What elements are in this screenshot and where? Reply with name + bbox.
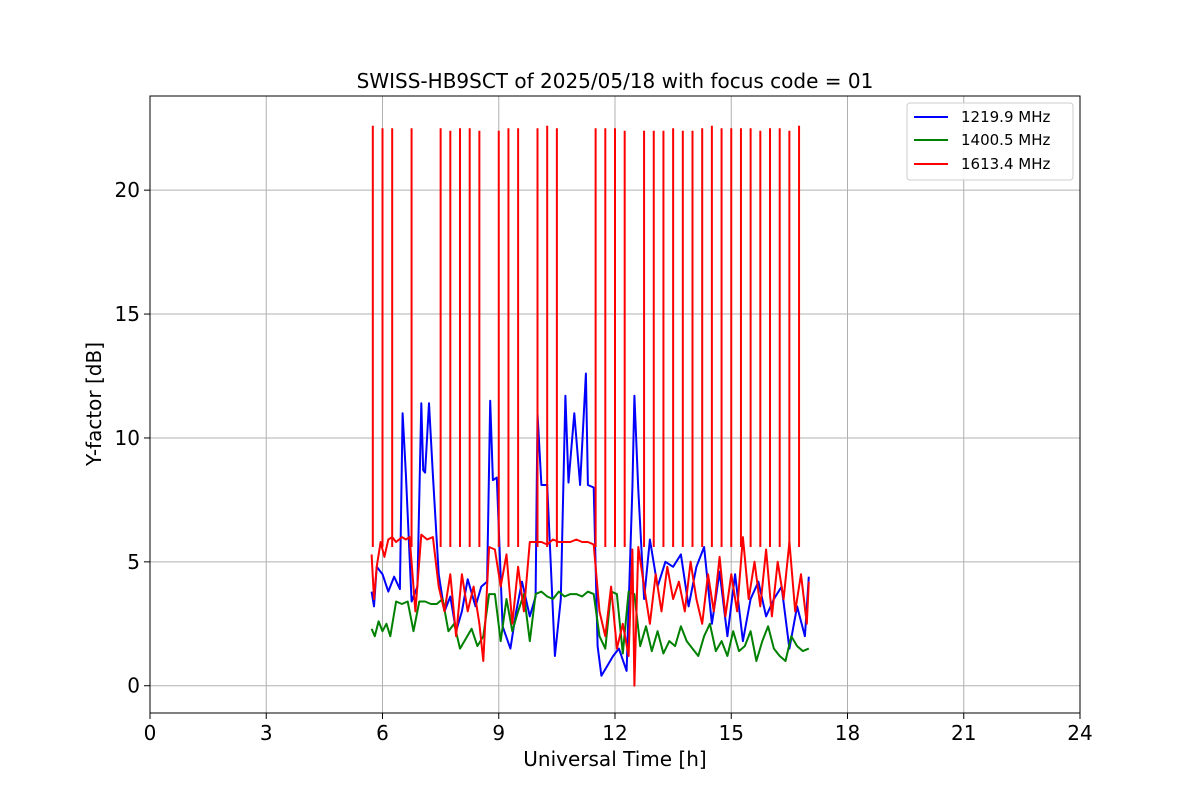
y-tick-label: 20	[115, 178, 140, 202]
x-tick-label: 6	[376, 721, 389, 745]
x-tick-label: 9	[492, 721, 505, 745]
x-axis-label: Universal Time [h]	[523, 747, 706, 771]
x-tick-label: 0	[144, 721, 157, 745]
legend-box	[906, 102, 1074, 181]
series-line-1613-4-mhz	[370, 533, 810, 687]
legend-label-1219: 1219.9 MHz	[961, 108, 1050, 126]
series-line-1400-5-mhz	[370, 590, 810, 662]
series-lines	[370, 125, 810, 687]
x-tick-label: 15	[719, 721, 744, 745]
x-axis-ticks: 0 3 6 9 12 15 18 21 24	[144, 713, 1093, 745]
series-line-1219-9-mhz	[370, 372, 810, 677]
y-tick-label: 5	[127, 550, 140, 574]
x-tick-label: 12	[602, 721, 627, 745]
x-tick-label: 21	[951, 721, 976, 745]
legend-label-1400: 1400.5 MHz	[961, 131, 1050, 149]
y-tick-label: 15	[115, 302, 140, 326]
legend-label-1613: 1613.4 MHz	[961, 155, 1050, 173]
x-tick-label: 18	[835, 721, 860, 745]
chart-title: SWISS-HB9SCT of 2025/05/18 with focus co…	[357, 69, 874, 93]
x-tick-label: 3	[260, 721, 273, 745]
legend: 1219.9 MHz 1400.5 MHz 1613.4 MHz	[906, 102, 1074, 181]
y-axis-label: Y-factor [dB]	[82, 342, 106, 467]
y-axis-ticks: 0 5 10 15 20	[115, 178, 150, 698]
y-tick-label: 0	[127, 674, 140, 698]
x-tick-label: 24	[1067, 721, 1092, 745]
y-tick-label: 10	[115, 426, 140, 450]
